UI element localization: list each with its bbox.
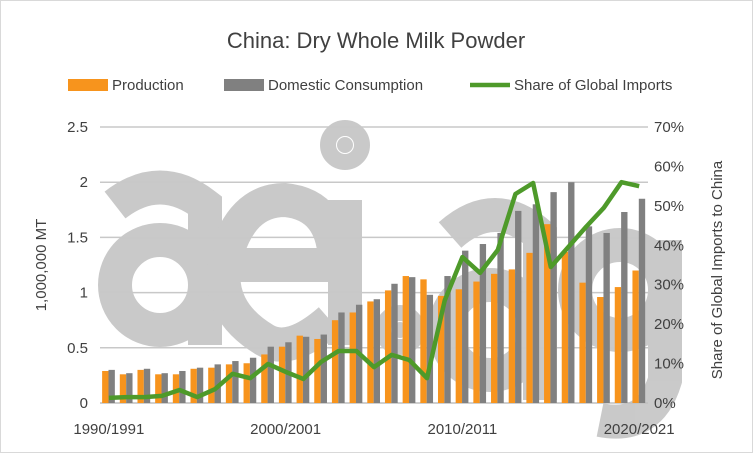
legend-label: Domestic Consumption [268,77,423,94]
x-tick-label: 2000/2001 [250,421,321,438]
bar-production [544,224,551,403]
legend-item: Domestic Consumption [224,77,423,94]
bar-production [261,354,268,403]
bar-production [296,335,303,403]
bar-production [102,370,109,403]
bar-production [172,374,180,403]
legend-item: Production [68,77,184,94]
bar-domestic-consumption [179,370,186,403]
bar-domestic-consumption [108,369,115,403]
bar-production [349,312,356,403]
y2-tick-label: 10% [654,356,684,373]
bar-production [137,369,144,403]
legend-swatch [68,79,108,91]
bar-production [225,364,233,403]
x-tick-label: 1990/1991 [73,421,144,438]
bar-production [190,368,197,403]
bar-production [526,252,533,403]
bar-domestic-consumption [444,276,451,403]
bar-domestic-consumption [462,250,469,403]
bar-domestic-consumption [249,357,257,403]
bar-domestic-consumption [585,226,593,403]
legend-swatch [224,79,264,91]
legend-label: Share of Global Imports [514,77,672,94]
bar-domestic-consumption [126,373,133,403]
bar-production [597,297,604,403]
bar-production [243,363,250,403]
y2-axis-label: Share of Global Imports to China [709,160,726,379]
bar-production [473,281,480,403]
bar-production [420,279,427,403]
y2-tick-label: 60% [654,158,684,175]
bar-domestic-consumption [232,361,239,403]
bar-domestic-consumption [621,212,628,403]
legend-label: Production [112,77,184,94]
y2-tick-label: 0% [654,395,676,412]
bar-domestic-consumption [497,232,504,403]
x-tick-label: 2020/2021 [604,421,675,438]
bar-production [314,338,321,403]
bar-domestic-consumption [638,198,646,403]
bar-domestic-consumption [426,294,434,403]
x-tick-label: 2010/2011 [427,421,497,438]
bar-production [491,273,498,403]
chart-title: China: Dry Whole Milk Powder [227,28,525,53]
bar-production [579,282,586,403]
bar-domestic-consumption [338,312,345,403]
y-tick-label: 0 [80,395,88,412]
bar-domestic-consumption [532,204,540,403]
bar-production [561,251,569,403]
legend-item: Share of Global Imports [470,77,672,94]
bar-production [331,320,339,403]
y-axis-label: 1,000,000 MT [33,219,50,312]
bar-domestic-consumption [550,192,557,403]
bar-domestic-consumption [409,277,416,403]
bar-production [632,270,639,403]
bar-production [384,290,392,403]
bar-production [278,346,286,403]
bar-domestic-consumption [302,336,310,403]
bar-domestic-consumption [515,210,522,403]
bar-domestic-consumption [196,367,204,403]
bar-domestic-consumption [391,283,398,403]
y2-tick-label: 40% [654,237,684,254]
bar-production [367,301,374,403]
bar-domestic-consumption [603,232,610,403]
y2-tick-label: 50% [654,198,684,215]
y-tick-label: 1.5 [67,229,88,246]
y-tick-label: 0.5 [67,340,88,357]
bar-production [402,276,410,403]
bar-production [119,374,127,403]
bar-domestic-consumption [267,346,274,403]
bar-domestic-consumption [479,244,487,403]
bar-domestic-consumption [143,368,151,403]
bar-domestic-consumption [214,364,221,403]
bar-domestic-consumption [320,334,327,403]
bar-production [437,295,445,403]
y-tick-label: 2.5 [67,119,88,136]
y2-tick-label: 70% [654,119,684,136]
bar-production [614,287,622,403]
y-tick-label: 2 [80,174,88,191]
y2-tick-label: 30% [654,277,684,294]
bar-domestic-consumption [161,373,168,403]
bar-production [508,269,516,403]
y2-tick-label: 20% [654,316,684,333]
bar-production [455,289,463,403]
bar-domestic-consumption [568,182,575,403]
bar-production [208,367,215,403]
bar-production [155,374,162,403]
bar-domestic-consumption [373,299,381,403]
y-tick-label: 1 [80,285,88,302]
